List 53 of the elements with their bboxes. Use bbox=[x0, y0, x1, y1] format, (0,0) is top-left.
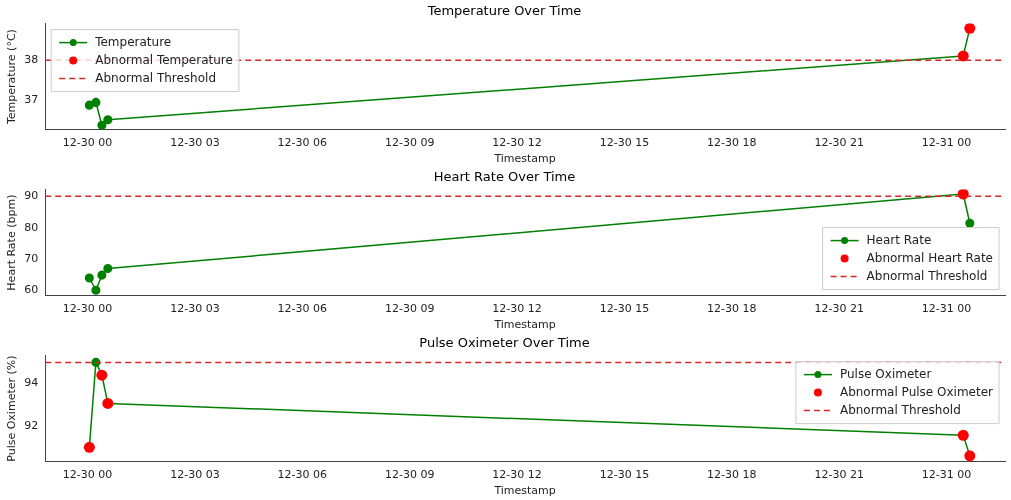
y-axis-title: Pulse Oximeter (%) bbox=[5, 355, 19, 462]
legend-label: Temperature bbox=[94, 34, 172, 49]
x-axis-title: Timestamp bbox=[493, 152, 556, 166]
y-tick-label: 92 bbox=[24, 418, 39, 432]
y-tick-label: 80 bbox=[24, 220, 39, 234]
x-tick-label: 12-30 06 bbox=[277, 302, 328, 316]
x-tick-label: 12-30 12 bbox=[492, 302, 542, 316]
x-tick-label: 12-31 00 bbox=[921, 468, 972, 482]
y-tick-label: 94 bbox=[24, 376, 39, 390]
x-tick-label: 12-30 18 bbox=[707, 302, 757, 316]
legend-label: Abnormal Threshold bbox=[839, 402, 961, 417]
chart-title: Temperature Over Time bbox=[426, 3, 582, 19]
x-tick-label: 12-31 00 bbox=[921, 136, 972, 150]
x-tick-label: 12-30 03 bbox=[170, 468, 220, 482]
x-tick-label: 12-30 21 bbox=[814, 302, 864, 316]
y-tick-label: 60 bbox=[24, 283, 39, 297]
y-axis-title: Temperature (°C) bbox=[5, 29, 19, 126]
x-tick-label: 12-30 12 bbox=[492, 468, 542, 482]
x-tick-label: 12-30 21 bbox=[814, 468, 864, 482]
legend-label: Abnormal Threshold bbox=[95, 70, 217, 85]
x-tick-label: 12-30 15 bbox=[599, 302, 650, 316]
x-tick-label: 12-30 00 bbox=[62, 136, 113, 150]
x-tick-label: 12-30 15 bbox=[599, 136, 650, 150]
x-tick-label: 12-31 00 bbox=[921, 302, 972, 316]
x-axis-title: Timestamp bbox=[493, 318, 556, 332]
x-tick-label: 12-30 21 bbox=[814, 136, 864, 150]
x-tick-label: 12-30 12 bbox=[492, 136, 542, 150]
legend-label: Abnormal Heart Rate bbox=[866, 250, 994, 265]
legend-label: Abnormal Temperature bbox=[95, 52, 233, 67]
legend-label: Abnormal Pulse Oximeter bbox=[839, 384, 994, 399]
y-axis-title: Heart Rate (bpm) bbox=[5, 194, 19, 291]
x-tick-label: 12-30 09 bbox=[384, 468, 435, 482]
x-tick-label: 12-30 09 bbox=[384, 302, 435, 316]
x-tick-label: 12-30 00 bbox=[62, 302, 113, 316]
x-axis-title: Timestamp bbox=[493, 484, 556, 498]
x-tick-label: 12-30 18 bbox=[707, 468, 757, 482]
y-tick-label: 38 bbox=[24, 53, 39, 67]
chart-title: Heart Rate Over Time bbox=[433, 169, 576, 185]
y-tick-label: 70 bbox=[24, 251, 39, 265]
x-tick-label: 12-30 09 bbox=[384, 136, 435, 150]
x-tick-label: 12-30 06 bbox=[277, 136, 328, 150]
y-tick-label: 37 bbox=[24, 92, 39, 106]
legend-label: Pulse Oximeter bbox=[839, 366, 932, 381]
x-tick-label: 12-30 03 bbox=[170, 136, 220, 150]
x-tick-label: 12-30 03 bbox=[170, 302, 220, 316]
legend-label: Abnormal Threshold bbox=[866, 268, 988, 283]
x-tick-label: 12-30 18 bbox=[707, 136, 757, 150]
x-tick-label: 12-30 15 bbox=[599, 468, 650, 482]
chart-title: Pulse Oximeter Over Time bbox=[419, 335, 590, 351]
legend-label: Heart Rate bbox=[866, 232, 932, 247]
x-tick-label: 12-30 06 bbox=[277, 468, 328, 482]
y-tick-label: 90 bbox=[24, 189, 39, 203]
x-tick-label: 12-30 00 bbox=[62, 468, 113, 482]
